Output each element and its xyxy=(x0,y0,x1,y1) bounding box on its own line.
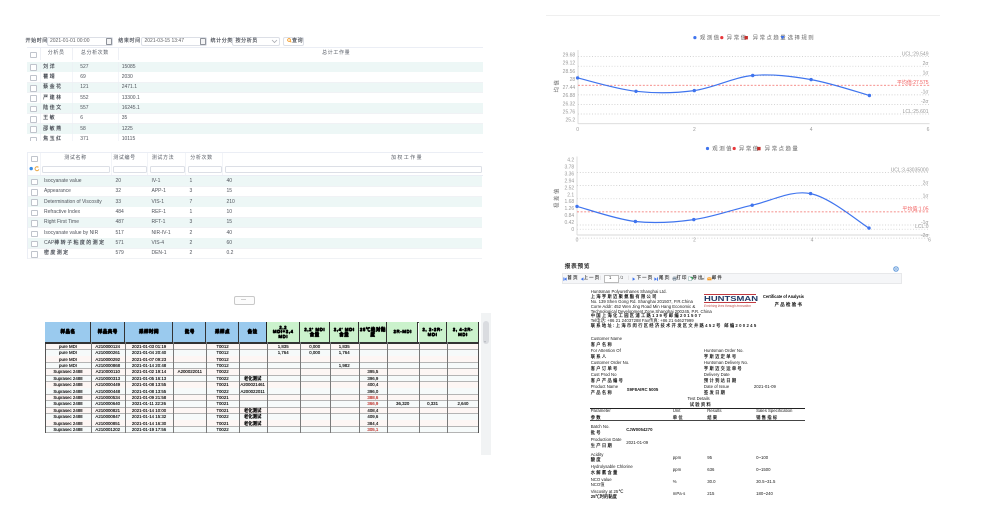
svg-text:28.56: 28.56 xyxy=(563,69,576,75)
svg-text:-2σ: -2σ xyxy=(921,233,929,239)
svg-text:2.94: 2.94 xyxy=(564,178,574,184)
svg-text:观测值: 观测值 xyxy=(700,34,721,42)
svg-text:选择规则: 选择规则 xyxy=(788,34,816,42)
svg-text:0.42: 0.42 xyxy=(564,220,574,226)
svg-text:1σ: 1σ xyxy=(923,194,930,200)
svg-text:LCL:0: LCL:0 xyxy=(915,224,929,230)
svg-text:25.2: 25.2 xyxy=(565,118,575,124)
svg-text:2.52: 2.52 xyxy=(564,185,574,191)
svg-text:3.78: 3.78 xyxy=(564,165,574,171)
svg-text:2: 2 xyxy=(693,127,696,133)
svg-text:2σ: 2σ xyxy=(923,61,930,67)
svg-text:25.76: 25.76 xyxy=(563,110,576,116)
svg-text:2: 2 xyxy=(693,238,696,244)
svg-text:29.12: 29.12 xyxy=(563,61,576,67)
svg-text:27.44: 27.44 xyxy=(563,85,576,91)
svg-text:29.68: 29.68 xyxy=(563,53,576,59)
svg-text:26.32: 26.32 xyxy=(563,101,576,107)
svg-text:0: 0 xyxy=(576,127,579,133)
svg-text:均值: 均值 xyxy=(553,79,561,93)
svg-text:4: 4 xyxy=(810,127,813,133)
svg-text:-1σ: -1σ xyxy=(921,90,929,96)
svg-text:2σ: 2σ xyxy=(923,180,930,186)
svg-text:1σ: 1σ xyxy=(923,71,930,77)
svg-text:0.84: 0.84 xyxy=(564,213,574,219)
svg-text:异常值: 异常值 xyxy=(739,145,760,153)
svg-text:-1σ: -1σ xyxy=(921,220,929,226)
svg-text:6: 6 xyxy=(927,127,930,133)
svg-text:平均值:1.05: 平均值:1.05 xyxy=(902,206,928,213)
svg-text:极差值: 极差值 xyxy=(553,187,561,208)
svg-text:UCL:3.43035000: UCL:3.43035000 xyxy=(891,167,929,173)
svg-text:观测值: 观测值 xyxy=(712,145,733,153)
svg-text:4.2: 4.2 xyxy=(567,158,574,164)
svg-text:0: 0 xyxy=(571,227,574,233)
svg-text:-2σ: -2σ xyxy=(921,99,929,105)
svg-text:异常值: 异常值 xyxy=(727,34,748,42)
svg-text:LCL:25.601: LCL:25.601 xyxy=(903,109,929,115)
svg-text:1.68: 1.68 xyxy=(564,199,574,205)
svg-text:2.1: 2.1 xyxy=(567,192,574,198)
svg-text:26.88: 26.88 xyxy=(563,93,576,99)
svg-text:异常点趋量: 异常点趋量 xyxy=(753,34,787,42)
svg-text:异常点趋量: 异常点趋量 xyxy=(765,145,799,153)
svg-text:UCL:29.549: UCL:29.549 xyxy=(902,51,929,57)
svg-text:1.26: 1.26 xyxy=(564,206,574,212)
svg-text:3.36: 3.36 xyxy=(564,172,574,178)
svg-text:28: 28 xyxy=(570,77,576,83)
svg-text:4: 4 xyxy=(811,238,814,244)
svg-text:平均值:27.575: 平均值:27.575 xyxy=(897,79,929,86)
svg-text:0: 0 xyxy=(576,238,579,244)
svg-text:6: 6 xyxy=(928,238,931,244)
